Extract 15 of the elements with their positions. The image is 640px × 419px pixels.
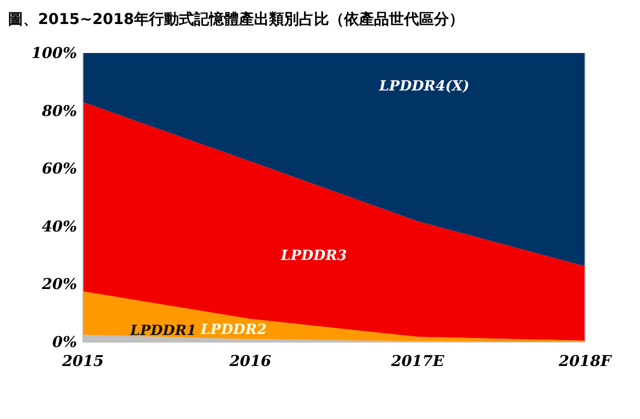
x-tick-label: 2017E xyxy=(390,352,445,370)
y-tick-label: 60% xyxy=(42,160,77,178)
y-tick-label: 80% xyxy=(40,102,77,120)
series-label: LPDDR2 xyxy=(200,322,267,338)
series-label: LPDDR4(X) xyxy=(378,78,470,94)
y-tick-label: 100% xyxy=(31,44,77,62)
x-tick-label: 2018F xyxy=(558,352,613,370)
y-tick-label: 0% xyxy=(52,333,77,351)
y-tick-label: 40% xyxy=(42,217,77,236)
x-tick-label: 2016 xyxy=(228,352,272,370)
x-tick-label: 2015 xyxy=(61,352,104,370)
y-tick-label: 20% xyxy=(40,275,77,294)
series-label: LPDDR1 xyxy=(129,323,196,339)
chart-title: 圖、2015~2018年行動式記憶體產出類別占比（依產品世代區分） xyxy=(8,10,464,28)
series-label: LPDDR3 xyxy=(280,248,348,264)
